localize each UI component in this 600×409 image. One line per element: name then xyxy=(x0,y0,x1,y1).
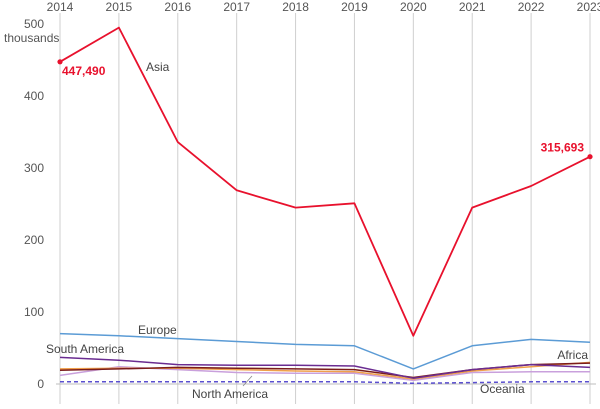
series-label: Asia xyxy=(146,60,170,74)
series-lines xyxy=(59,26,591,385)
y-tick-label: 100 xyxy=(24,305,44,319)
series-label: Oceania xyxy=(480,382,525,396)
series-labels: Asia Europe South America Africa North Ameri… xyxy=(46,60,588,401)
x-tick-label: 2016 xyxy=(164,0,191,14)
series-line-asia xyxy=(59,26,591,337)
series-line-north-america xyxy=(59,361,591,380)
y-tick-label: 0 xyxy=(37,377,44,391)
value-callout: 315,693 xyxy=(541,141,585,155)
value-dot xyxy=(587,154,593,160)
series-label: Africa xyxy=(557,348,588,362)
series-label: South America xyxy=(46,342,124,356)
x-tick-label: 2021 xyxy=(459,0,486,14)
x-axis-ticks: 2014 2015 2016 2017 2018 2019 2020 2021 2022 2023 xyxy=(47,0,600,14)
x-tick-label: 2018 xyxy=(282,0,309,14)
value-callouts: 447,490 315,693 xyxy=(57,59,593,160)
y-axis-ticks: 0 100 200 300 400 500 xyxy=(24,17,44,391)
series-label: Europe xyxy=(138,323,177,337)
series-line-south-america xyxy=(59,356,591,379)
series-label: North America xyxy=(192,387,268,401)
north-america-leader xyxy=(242,375,253,387)
y-tick-label: 500 xyxy=(24,17,44,31)
x-tick-label: 2023 xyxy=(577,0,600,14)
series-line-dashed xyxy=(60,381,590,385)
grid-lines xyxy=(56,13,596,404)
y-axis-unit-label: thousands xyxy=(4,31,59,45)
x-tick-label: 2017 xyxy=(223,0,250,14)
x-tick-label: 2015 xyxy=(106,0,133,14)
value-callout: 447,490 xyxy=(62,64,106,78)
x-tick-label: 2022 xyxy=(518,0,545,14)
y-tick-label: 200 xyxy=(24,233,44,247)
y-tick-label: 300 xyxy=(24,161,44,175)
y-tick-label: 400 xyxy=(24,89,44,103)
value-dot xyxy=(57,59,63,65)
x-tick-label: 2020 xyxy=(400,0,427,14)
series-line-europe xyxy=(59,332,591,370)
x-tick-label: 2014 xyxy=(47,0,74,14)
x-tick-label: 2019 xyxy=(341,0,368,14)
